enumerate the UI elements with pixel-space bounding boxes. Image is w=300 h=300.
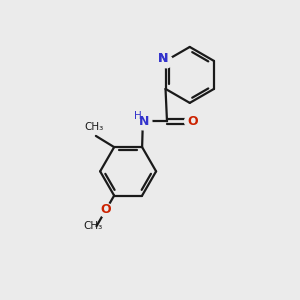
Text: CH₃: CH₃	[83, 221, 102, 231]
Text: O: O	[101, 203, 111, 216]
Text: N: N	[158, 52, 168, 65]
Text: H: H	[134, 111, 141, 121]
Text: N: N	[139, 115, 149, 128]
Text: CH₃: CH₃	[84, 122, 103, 132]
Text: N: N	[158, 52, 168, 65]
Text: O: O	[187, 115, 198, 128]
